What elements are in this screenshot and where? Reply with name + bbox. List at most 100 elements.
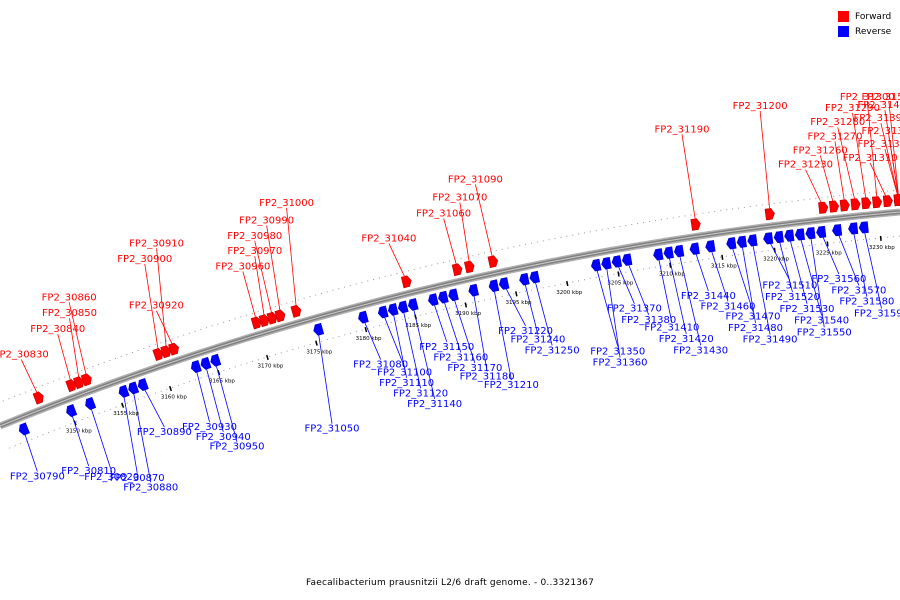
reverse-gene [519, 272, 530, 286]
legend-forward-label: Forward [855, 11, 892, 22]
forward-gene [839, 199, 850, 212]
scale-ticks: 3150 kbp 3155 kbp 3160 kbp 3165 kbp 3170 kbp… [66, 235, 895, 435]
gene-label: FP2_31580 [839, 297, 894, 308]
gene-label-leader [392, 309, 407, 378]
gene-label-leader [751, 240, 771, 335]
gene-label: FP2_30860 [42, 292, 97, 303]
gene-label-leader [432, 299, 448, 343]
gene-label-leader [863, 227, 882, 309]
scale-tick [669, 262, 672, 268]
gene-label: FP2_31090 [448, 174, 503, 185]
gene-label-leader [819, 155, 835, 207]
scale-tick [566, 280, 569, 287]
reverse-gene [848, 222, 859, 235]
gene-label: FP2_31440 [681, 291, 736, 302]
gene-features [18, 194, 900, 436]
gene-label-leader [678, 251, 702, 346]
gene-label: FP2_30990 [239, 215, 294, 226]
legend: Forward Reverse [838, 9, 891, 39]
gene-label-leader [741, 241, 756, 324]
gene-label-leader [242, 271, 258, 323]
reverse-gene [448, 288, 459, 302]
gene-label-leader [286, 207, 297, 311]
scale-tick [121, 402, 125, 408]
gene-label-leader [254, 240, 274, 318]
gene-label: FP2_31360 [593, 358, 648, 369]
reverse-gene [468, 283, 479, 297]
gene-label-leader [880, 122, 900, 201]
gene-label-leader [266, 225, 282, 316]
forward-gene [152, 348, 164, 361]
gene-label: FP2_31000 [259, 198, 314, 209]
gene-label: FP2_31100 [377, 367, 432, 378]
gene-label-leader [443, 218, 459, 270]
gene-label-leader [852, 228, 868, 297]
gene-label: FP2_31470 [726, 311, 781, 322]
gene-label-leader [799, 234, 823, 316]
gene-label-leader [156, 310, 175, 349]
reverse-gene [794, 228, 805, 241]
forward-gene [32, 391, 44, 405]
legend-forward: Forward [838, 9, 891, 24]
scale-label: 3190 kbp [455, 311, 481, 317]
gene-label-leader [503, 283, 526, 326]
gene-label-leader [667, 252, 687, 335]
backbone-highlight [0, 211, 900, 427]
forward-gene [290, 304, 302, 318]
scale-label: 3175 kbp [306, 349, 332, 355]
reverse-gene [590, 258, 602, 272]
forward-gene [160, 345, 172, 359]
gene-label-leader [820, 231, 840, 275]
reverse-gene [689, 242, 700, 255]
gene-label-leader [69, 318, 80, 383]
scale-label: 3165 kbp [209, 379, 235, 385]
reverse-gene [816, 225, 827, 238]
gene-label-leader [681, 134, 697, 225]
gene-label-leader [156, 248, 167, 352]
reverse-gene [498, 277, 510, 290]
gene-label-leader [533, 277, 553, 346]
gene-label: FP2_31140 [407, 399, 462, 410]
scale-label: 3220 kbp [763, 257, 789, 263]
gene-label: FP2_31430 [673, 345, 728, 356]
gene-label-leader [68, 302, 88, 380]
gene-label: FP2_31390 [853, 113, 900, 124]
reverse-gene [66, 404, 78, 418]
reverse-gene [705, 240, 716, 253]
gene-label: FP2_31510 [762, 281, 817, 292]
reverse-gene [736, 235, 747, 248]
gene-label: FP2_30830 [0, 349, 49, 360]
legend-reverse-label: Reverse [855, 26, 892, 37]
gene-label: FP2_31340 [861, 126, 900, 137]
forward-gene [487, 255, 499, 269]
gene-label-leader [852, 113, 867, 204]
forward-gene [168, 342, 179, 356]
scale-tick [217, 370, 221, 376]
gene-label-leader [730, 243, 754, 312]
gene-label: FP2_31230 [778, 160, 833, 171]
gene-label-leader [452, 294, 476, 364]
gene-label: FP2_31590 [854, 309, 900, 320]
reverse-gene [397, 300, 409, 314]
reverse-gene [858, 221, 869, 234]
gene-label: FP2_31150 [419, 342, 474, 353]
scale-tick [515, 291, 518, 297]
gene-label: FP2_31370 [607, 304, 662, 315]
gene-label-leader [836, 230, 860, 286]
reverse-gene [377, 305, 389, 319]
scale-tick [721, 254, 724, 260]
gene-label-leader [709, 246, 729, 302]
reverse-gene [773, 230, 784, 244]
gene-label: FP2_31040 [361, 233, 416, 244]
reverse-gene [529, 270, 541, 284]
reverse-gene [118, 384, 130, 398]
forward-gene [893, 194, 900, 207]
gene-label: FP2_30820 [84, 472, 139, 483]
gene-label: FP2_31320 [857, 139, 900, 150]
gene-label-leader [412, 304, 436, 399]
reverse-gene [621, 253, 633, 266]
reverse-swatch [838, 26, 849, 37]
gene-label: FP2_31180 [460, 371, 515, 382]
forward-gene [73, 376, 84, 390]
